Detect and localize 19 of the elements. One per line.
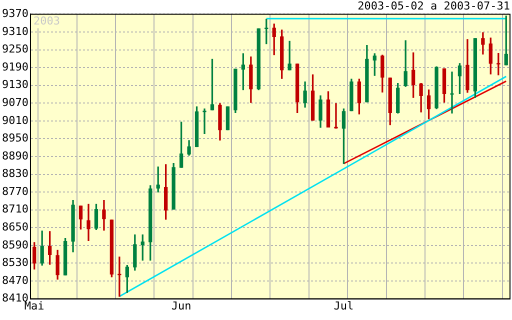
- y-tick-label: 9190: [2, 60, 28, 74]
- y-tick-label: 8770: [2, 184, 28, 198]
- y-tick-label: 8470: [2, 274, 28, 287]
- x-tick-label: Jul: [334, 299, 354, 312]
- y-tick-label: 8530: [2, 256, 28, 270]
- y-tick-label: 9310: [2, 24, 28, 38]
- x-tick-label: Jun: [171, 299, 192, 312]
- chart-subtitle: 2003-05-02 a 2003-07-31: [358, 0, 510, 12]
- y-tick-label: 8590: [2, 238, 28, 252]
- y-tick-label: 8650: [2, 220, 28, 234]
- y-tick-label: 9370: [2, 7, 28, 20]
- y-tick-label: 8890: [2, 149, 28, 162]
- y-tick-label: 9070: [2, 96, 28, 109]
- y-tick-label: 9250: [2, 42, 28, 56]
- y-tick-label: 9010: [2, 114, 28, 127]
- y-tick-label: 8830: [2, 167, 28, 180]
- y-tick-label: 8950: [2, 132, 28, 145]
- y-tick-label: 8710: [2, 202, 28, 216]
- y-tick-label: 9130: [2, 78, 28, 92]
